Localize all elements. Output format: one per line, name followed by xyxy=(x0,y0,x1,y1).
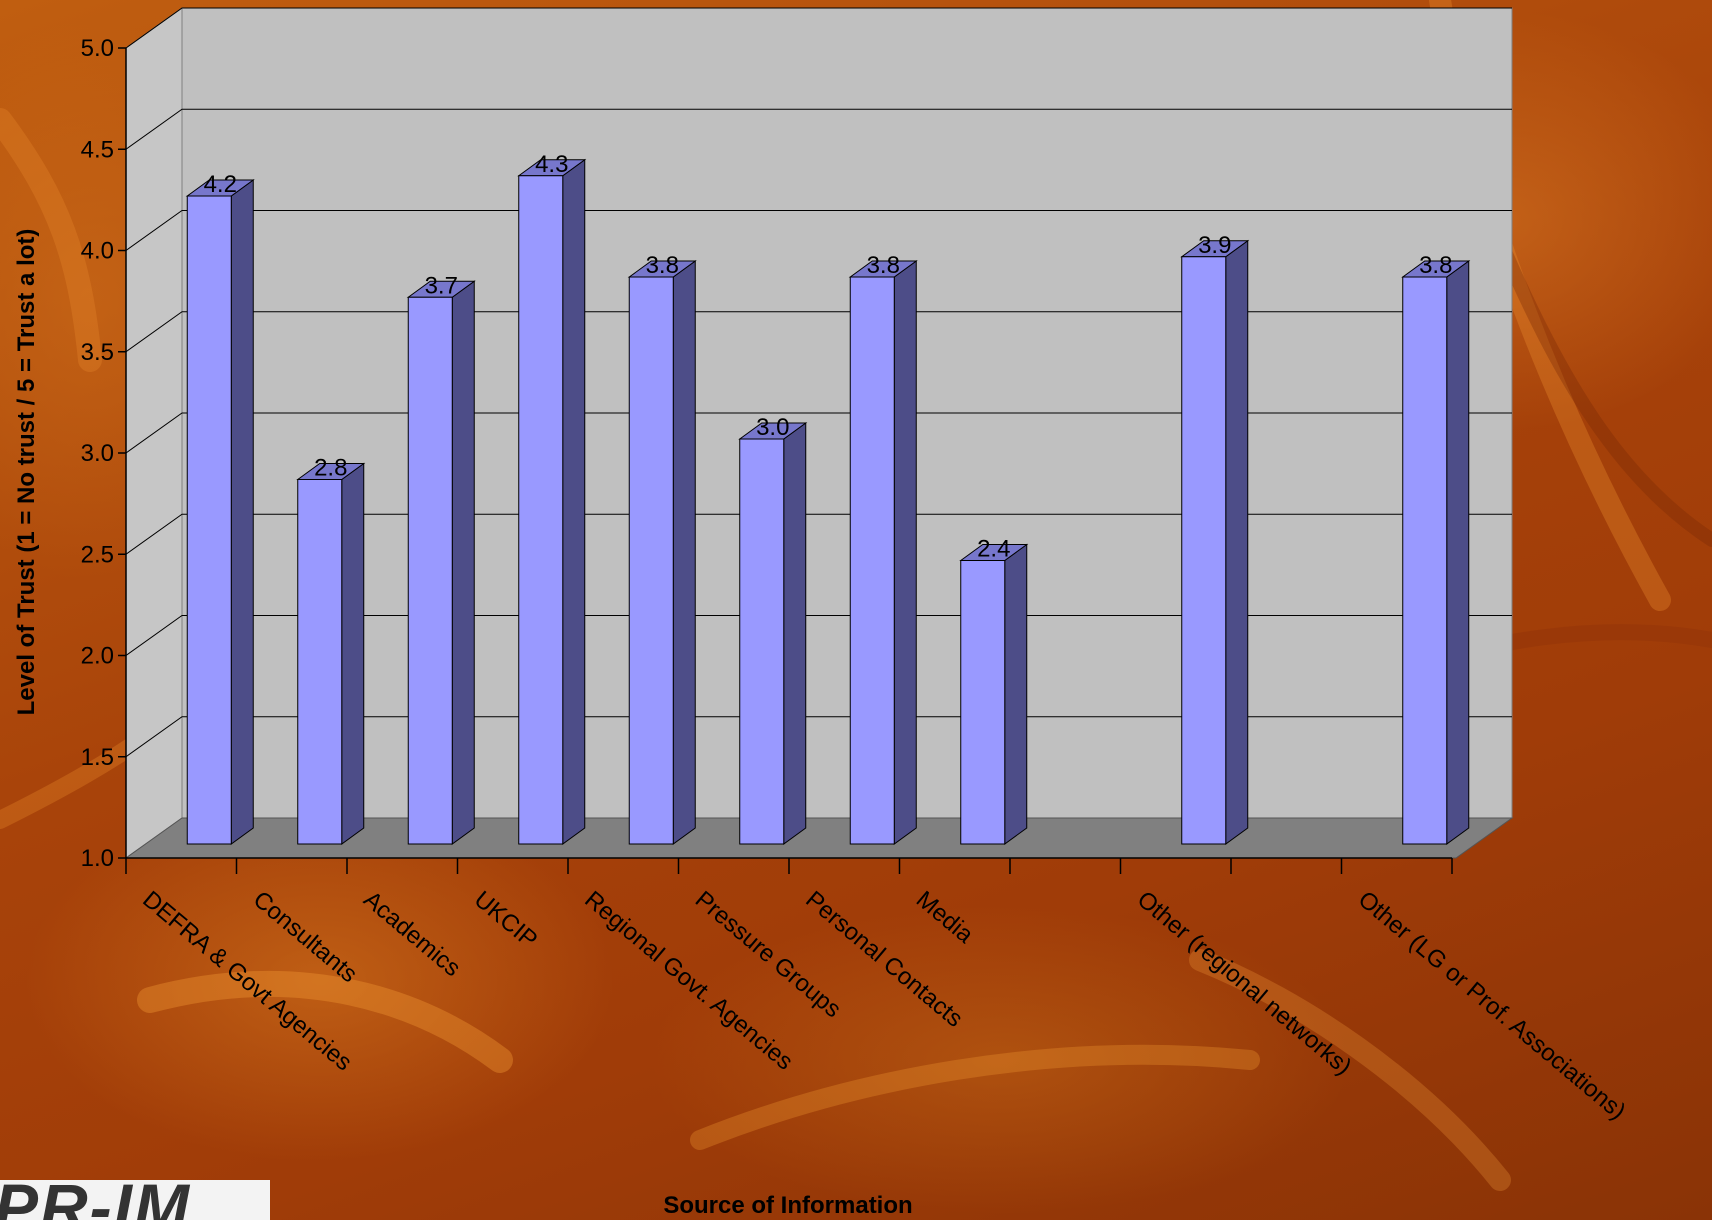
bars xyxy=(185,158,1471,845)
y-tick-label: 3.5 xyxy=(81,339,114,366)
bar-side xyxy=(341,462,365,845)
bar-front xyxy=(407,296,453,845)
y-tick-label: 4.0 xyxy=(81,238,114,265)
bar xyxy=(1180,239,1250,845)
x-tick-label: Consultants xyxy=(248,886,362,988)
data-label: 3.8 xyxy=(1419,252,1452,279)
bar-side xyxy=(1446,260,1470,845)
bar-front xyxy=(628,276,674,845)
y-tick-label: 1.5 xyxy=(81,744,114,771)
x-axis-title: Source of Information xyxy=(663,1192,912,1219)
bar-side xyxy=(1004,543,1028,845)
gridline xyxy=(125,513,1512,555)
data-label: 3.8 xyxy=(646,252,679,279)
y-tick-label: 2.5 xyxy=(81,541,114,568)
gridline xyxy=(125,716,1512,758)
data-labels: 4.2 2.8 3.7 4.3 3.8 3.0 3.8 2.4 3.9 3.8 xyxy=(204,151,1453,563)
x-tick-label: Academics xyxy=(358,886,465,982)
data-label: 4.3 xyxy=(535,151,568,178)
y-tick-label: 4.5 xyxy=(81,136,114,163)
bar-front xyxy=(1181,256,1227,845)
data-label: 2.4 xyxy=(977,536,1010,563)
bar xyxy=(959,543,1029,845)
bar xyxy=(406,280,476,845)
logo-text: PR-IM xyxy=(0,1180,191,1220)
x-tick-label: Other (regional networks) xyxy=(1132,886,1357,1081)
bar xyxy=(1401,260,1471,845)
bar xyxy=(296,462,366,845)
gridline xyxy=(125,210,1512,251)
x-tick-label: Other (LG or Prof. Associations) xyxy=(1353,886,1631,1125)
bar xyxy=(848,260,918,845)
data-label: 3.0 xyxy=(756,414,789,441)
gridline xyxy=(125,412,1512,454)
data-label: 4.2 xyxy=(204,171,237,198)
y-tick-label: 5.0 xyxy=(81,35,114,62)
x-tick-label: Media xyxy=(911,886,979,949)
bar xyxy=(627,260,697,845)
gridlines xyxy=(125,7,1512,758)
bar-front xyxy=(960,560,1006,845)
gridline xyxy=(125,615,1512,656)
bar-side xyxy=(672,260,696,845)
data-label: 3.9 xyxy=(1198,232,1231,259)
bar-side xyxy=(783,422,807,845)
bar-front xyxy=(186,195,232,845)
bar-side xyxy=(1225,239,1249,845)
bar xyxy=(517,158,587,845)
gridline xyxy=(125,7,1512,49)
bar-front xyxy=(518,175,564,845)
gridline xyxy=(125,311,1512,353)
gridline xyxy=(125,108,1512,150)
y-tick-label: 2.0 xyxy=(81,643,114,670)
data-label: 3.7 xyxy=(425,272,458,299)
bar-side xyxy=(562,158,586,845)
bar-front xyxy=(739,438,785,845)
y-tick-label: 3.0 xyxy=(81,440,114,467)
bar-front xyxy=(1402,276,1448,845)
data-label: 3.8 xyxy=(867,252,900,279)
bar-side xyxy=(230,179,254,845)
bar-front xyxy=(849,276,895,845)
bar-side xyxy=(893,260,917,845)
logo: PR-IM xyxy=(0,1180,270,1220)
bar-front xyxy=(297,479,343,845)
x-tick-label: Regional Govt. Agencies xyxy=(579,886,798,1076)
bar-side xyxy=(451,280,475,845)
y-axis-title: Level of Trust (1 = No trust / 5 = Trust… xyxy=(13,229,40,716)
bar xyxy=(185,179,255,845)
data-label: 2.8 xyxy=(314,455,347,482)
x-tick-label: UKCIP xyxy=(469,886,543,954)
y-tick-label: 1.0 xyxy=(81,845,114,872)
bar xyxy=(738,422,808,845)
x-tick-label: DEFRA & Govt Agencies xyxy=(137,886,357,1076)
